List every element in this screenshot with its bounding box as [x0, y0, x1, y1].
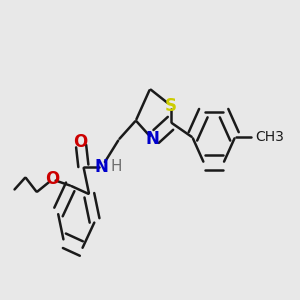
Text: H: H [110, 159, 122, 174]
Text: S: S [165, 97, 177, 115]
Text: N: N [95, 158, 109, 176]
Text: O: O [45, 170, 59, 188]
Text: O: O [74, 133, 88, 151]
Text: N: N [146, 130, 160, 148]
Text: CH3: CH3 [255, 130, 284, 144]
